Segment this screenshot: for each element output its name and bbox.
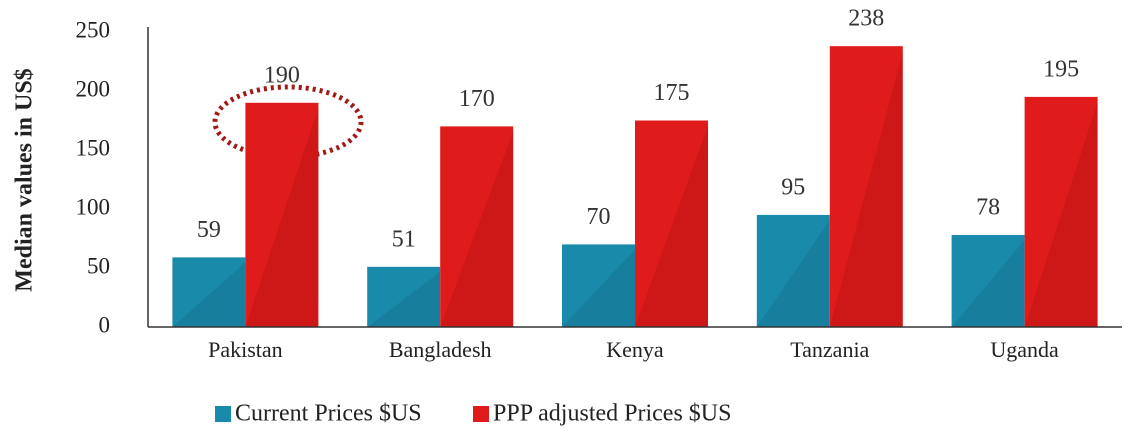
legend-swatch [215, 406, 231, 422]
value-label: 59 [197, 217, 221, 243]
legend-label: PPP adjusted Prices $US [493, 401, 731, 427]
bar-shade [1024, 101, 1098, 328]
value-label: 175 [654, 80, 690, 106]
y-tick-label: 0 [99, 312, 111, 337]
x-tick-label: Tanzania [790, 337, 869, 362]
bar [245, 102, 319, 327]
y-tick-label: 200 [76, 76, 111, 101]
value-label: 238 [848, 6, 884, 32]
bar-shade [440, 131, 514, 327]
value-label: 51 [392, 226, 416, 252]
value-label: 190 [264, 62, 300, 88]
bar [756, 214, 830, 327]
bar-shade [245, 107, 319, 327]
value-label: 78 [976, 194, 1000, 220]
x-tick-label: Uganda [990, 337, 1059, 362]
legend-swatch [473, 406, 489, 422]
bar-shade [367, 271, 441, 327]
x-tick-label: Pakistan [208, 337, 283, 362]
bar-shade [756, 219, 830, 327]
bar-shade [829, 51, 903, 327]
x-tick-label: Kenya [606, 337, 664, 362]
bar [440, 126, 514, 328]
bar [635, 120, 708, 327]
y-tick-label: 150 [76, 135, 111, 160]
value-label: 95 [781, 174, 805, 200]
bar-shade [951, 239, 1025, 327]
y-tick-label: 250 [76, 17, 111, 42]
bar-shade [635, 125, 708, 327]
x-tick-label: Bangladesh [389, 337, 492, 362]
legend-label: Current Prices $US [235, 401, 422, 427]
bar-shade [172, 262, 246, 327]
y-tick-label: 100 [76, 194, 111, 219]
value-label: 195 [1043, 56, 1079, 82]
y-tick-label: 50 [87, 253, 110, 278]
value-label: 70 [587, 204, 611, 230]
bar [951, 234, 1025, 327]
highlight-circle [212, 84, 364, 160]
bar [367, 266, 441, 327]
y-axis-label: Median values in US$ [12, 68, 38, 291]
bar [172, 257, 246, 327]
bar [562, 244, 635, 327]
bar-shade [562, 249, 635, 327]
value-label: 170 [459, 86, 495, 112]
bar [1024, 96, 1098, 328]
bar [829, 46, 903, 327]
